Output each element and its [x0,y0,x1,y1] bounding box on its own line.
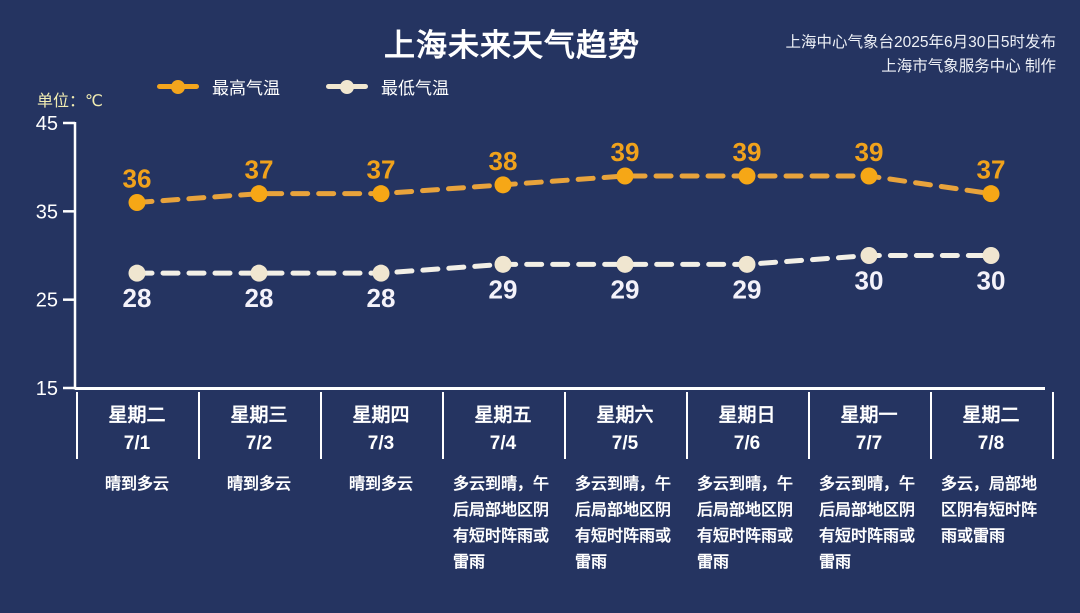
y-tick-label: 35 [36,201,58,223]
day-column: 星期五 7/4 多云到晴，午后局部地区阴有短时阵雨或雷雨 [442,392,564,576]
high-temp-point [250,185,268,203]
weekday-label: 星期日 [718,405,776,426]
weekday-label: 星期二 [108,405,166,426]
high-temp-value: 37 [367,155,396,185]
legend-item-high: 最高气温 [157,74,280,99]
weekday-label: 星期一 [840,405,898,426]
weather-description: 多云到晴，午后局部地区阴有短时阵雨或雷雨 [453,476,550,571]
low-temp-value: 30 [855,266,884,296]
low-temp-point [738,255,756,273]
low-temp-value: 30 [977,266,1006,296]
high-temp-point [738,167,756,185]
publisher-line1: 上海中心气象台2025年6月30日5时发布 [785,34,1056,51]
date-label: 7/2 [245,433,273,454]
legend-dot [340,79,354,94]
date-label: 7/7 [855,433,883,454]
day-columns: 星期二 7/1 晴到多云 星期三 7/2 晴到多云 星期四 7/3 晴到多云 星… [76,392,1052,576]
low-temp-value: 29 [733,274,762,304]
high-temp-value: 39 [733,137,762,167]
legend-label-low: 最低气温 [381,79,449,98]
high-temp-value: 37 [977,155,1006,185]
weather-description: 多云到晴，午后局部地区阴有短时阵雨或雷雨 [575,476,672,571]
low-temp-point [250,264,268,282]
legend-dot [171,79,185,94]
low-temp-line [134,253,994,276]
date-label: 7/1 [123,433,151,454]
high-temp-point [128,194,146,211]
legend-label-high: 最高气温 [212,79,280,98]
high-temp-value: 39 [611,137,640,167]
date-label: 7/6 [733,433,761,454]
weekday-label: 星期三 [230,405,288,426]
day-column: 星期一 7/7 多云到晴，午后局部地区阴有短时阵雨或雷雨 [808,392,930,576]
y-tick-label: 15 [36,378,58,400]
y-tick-label: 25 [36,290,58,312]
weekday-label: 星期四 [352,405,410,426]
high-temp-value: 38 [489,146,518,176]
day-column: 星期二 7/8 多云，局部地区阴有短时阵雨或雷雨 [930,392,1052,576]
weather-description: 晴到多云 [226,476,291,493]
weekday-label: 星期五 [474,405,532,426]
weather-description: 晴到多云 [104,476,169,493]
publisher-info: 上海中心气象台2025年6月30日5时发布 上海市气象服务中心 制作 [786,31,1056,79]
high-temp-marker-icon [157,79,199,94]
high-temp-point [494,176,512,194]
low-temp-value: 29 [489,274,518,304]
weather-description: 多云到晴，午后局部地区阴有短时阵雨或雷雨 [819,476,916,571]
weather-description: 多云，局部地区阴有短时阵雨或雷雨 [941,476,1038,545]
high-temp-point [372,185,390,203]
weekday-label: 星期二 [962,405,1020,426]
low-temp-marker-icon [326,79,368,94]
high-temp-value: 39 [855,137,884,167]
weather-description: 多云到晴，午后局部地区阴有短时阵雨或雷雨 [697,476,794,571]
low-temp-point [494,255,512,273]
low-temp-point [128,264,146,282]
low-temp-value: 28 [123,283,152,313]
day-column: 星期日 7/6 多云到晴，午后局部地区阴有短时阵雨或雷雨 [686,392,808,576]
day-column: 星期六 7/5 多云到晴，午后局部地区阴有短时阵雨或雷雨 [564,392,686,576]
date-label: 7/8 [977,433,1005,454]
high-temp-value: 37 [245,155,274,185]
low-temp-point [982,247,1000,264]
y-tick-label: 45 [36,113,58,135]
weather-description: 晴到多云 [348,476,413,493]
day-column: 星期四 7/3 晴到多云 [320,392,442,576]
day-column: 星期三 7/2 晴到多云 [198,392,320,576]
publisher-line2: 上海市气象服务中心 制作 [881,58,1056,75]
page-title: 上海未来天气趋势 [384,28,640,63]
low-temp-point [860,247,878,264]
low-temp-value: 28 [245,283,274,313]
legend-item-low: 最低气温 [326,74,449,99]
low-temp-value: 28 [367,283,396,313]
high-temp-point [616,167,634,185]
low-temp-value: 29 [611,274,640,304]
high-temp-point [982,185,1000,203]
date-label: 7/4 [489,433,517,454]
weekday-label: 星期六 [596,405,654,426]
chart-legend: 最高气温 最低气温 [157,74,449,99]
low-temp-point [616,255,634,273]
day-column: 星期二 7/1 晴到多云 [76,392,198,576]
high-temp-line [134,173,994,205]
low-temp-point [372,264,390,282]
high-temp-point [860,167,878,185]
high-temp-value: 36 [123,164,152,194]
date-label: 7/3 [367,433,395,454]
unit-label: 单位：℃ [37,93,103,110]
date-label: 7/5 [611,433,639,454]
